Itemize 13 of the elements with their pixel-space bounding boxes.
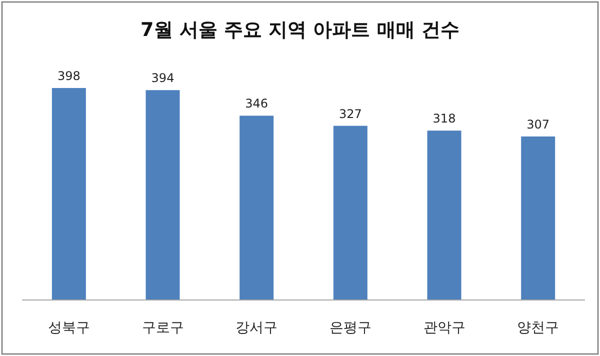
x-tick-label: 구로구 <box>142 320 184 336</box>
x-tick-label: 성북구 <box>48 320 90 336</box>
data-label: 394 <box>151 71 174 86</box>
data-label: 318 <box>432 112 456 126</box>
data-label: 327 <box>338 106 362 121</box>
title: 7월 서울 주요 지역 아파트 매매 건수 <box>140 19 460 41</box>
x-tick-label: 관악구 <box>423 320 466 336</box>
data-label: 346 <box>245 96 268 111</box>
data-label: 398 <box>57 69 80 83</box>
data-label: 307 <box>526 117 550 132</box>
x-tick-label: 은평구 <box>329 320 372 336</box>
x-tick-label: 양천구 <box>517 320 560 336</box>
x-tick-label: 강서구 <box>236 320 278 336</box>
